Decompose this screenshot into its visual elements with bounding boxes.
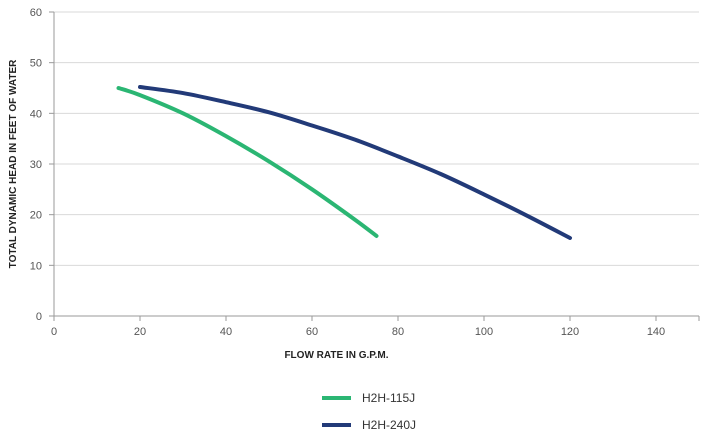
y-tick-label-40: 40	[30, 108, 42, 120]
x-tick-label-60: 60	[306, 326, 318, 338]
tick-labels: 0 20 40 60 80 100 120 140 0 10 20 30 40 50 60	[30, 7, 665, 338]
legend-label-h2h-115j: H2H-115J	[362, 391, 415, 405]
series-line-h2h-115j	[116, 86, 379, 238]
x-tick-label-140: 140	[647, 326, 665, 338]
y-tick-label-10: 10	[30, 260, 42, 272]
legend-label-h2h-240j: H2H-240J	[362, 418, 416, 432]
y-tick-label-50: 50	[30, 58, 42, 70]
legend: H2H-115J H2H-240J	[322, 391, 416, 432]
axes	[49, 11, 700, 321]
y-tick-label-60: 60	[30, 7, 42, 19]
x-tick-label-20: 20	[134, 326, 146, 338]
x-tick-label-0: 0	[51, 326, 57, 338]
series-lines	[116, 84, 572, 240]
y-tick-label-20: 20	[30, 210, 42, 222]
x-tick-label-40: 40	[220, 326, 232, 338]
y-tick-label-30: 30	[30, 159, 42, 171]
x-axis-title: FLOW RATE IN G.P.M.	[284, 350, 388, 361]
series-line-h2h-240j	[138, 84, 572, 240]
x-tick-label-100: 100	[475, 326, 493, 338]
y-tick-label-0: 0	[36, 311, 42, 323]
gridlines	[54, 11, 699, 266]
x-tick-label-80: 80	[392, 326, 404, 338]
x-tick-label-120: 120	[561, 326, 579, 338]
y-axis-title: TOTAL DYNAMIC HEAD IN FEET OF WATER	[8, 59, 19, 268]
